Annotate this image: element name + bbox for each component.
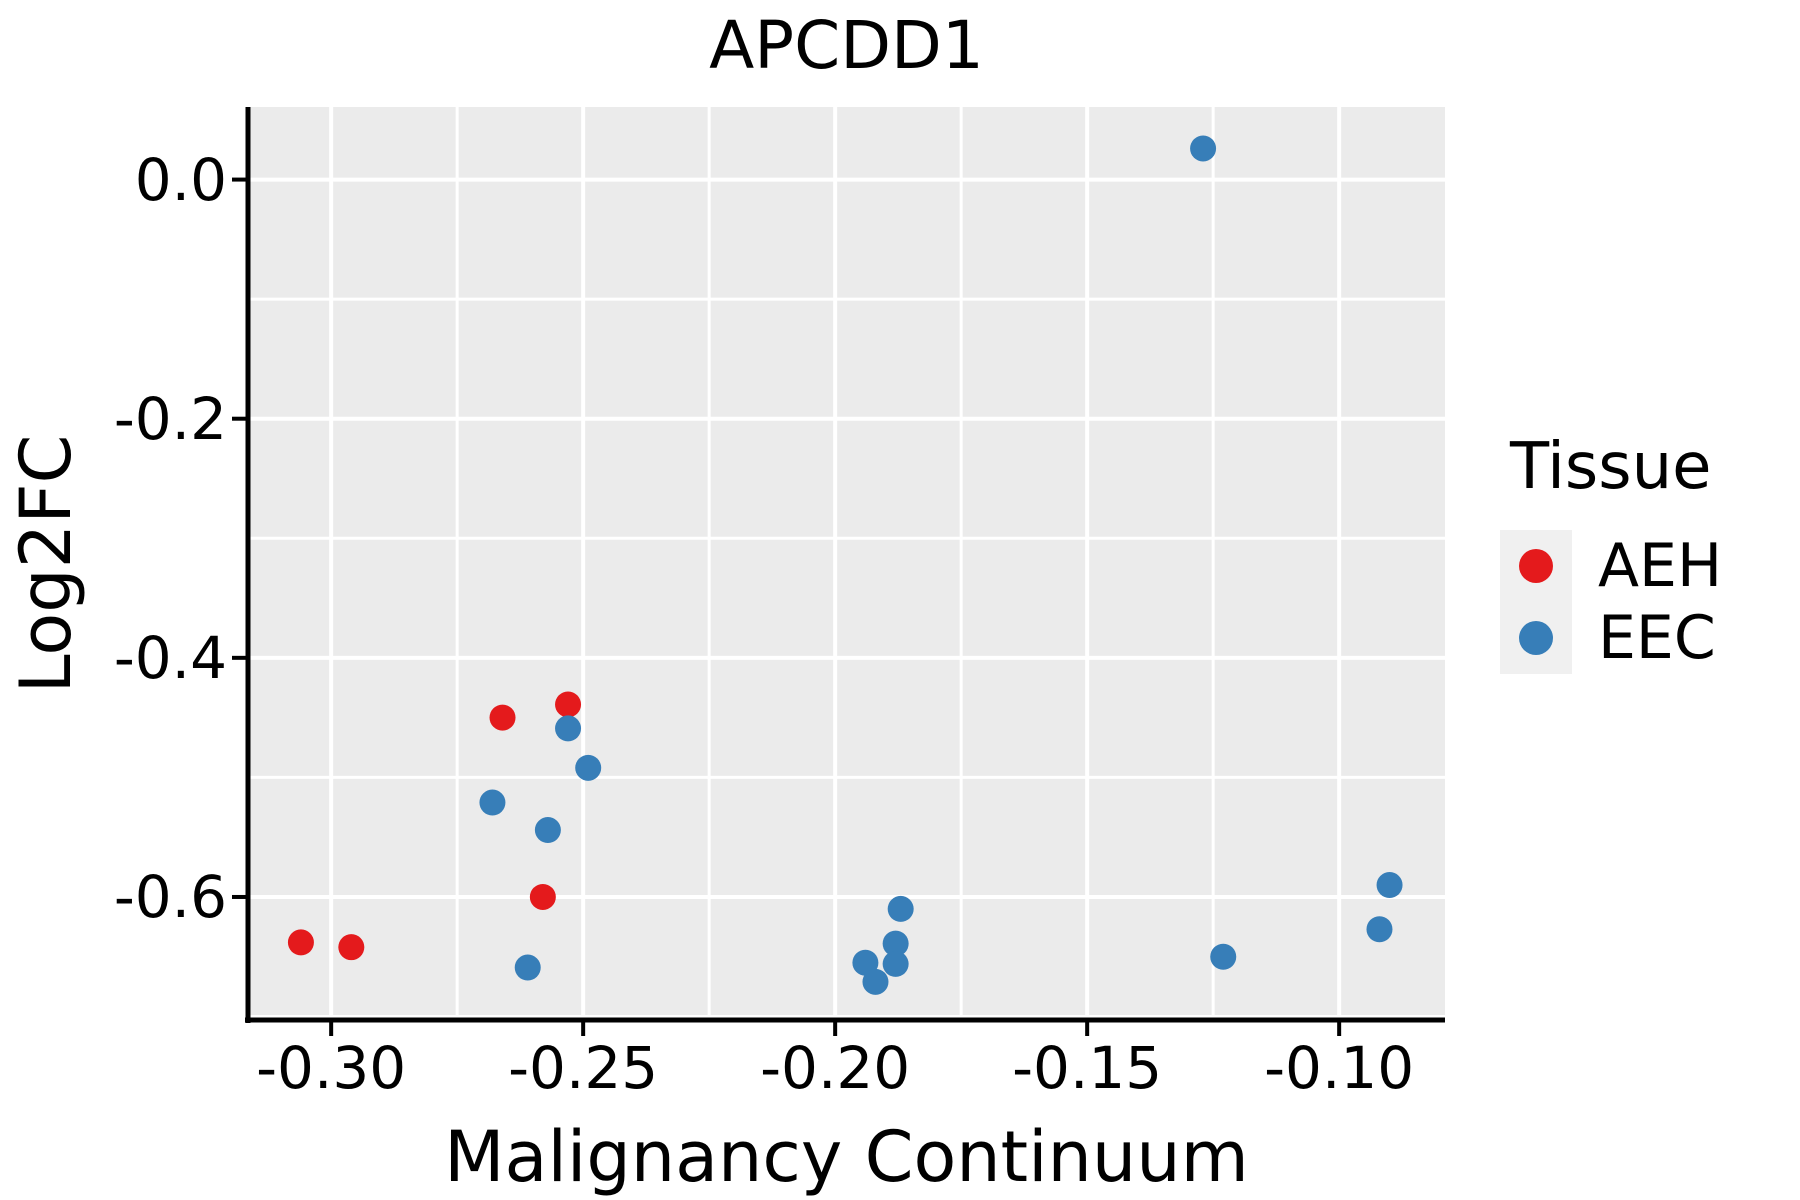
legend-label-eec: EEC <box>1598 603 1716 673</box>
data-point-eec <box>882 950 909 977</box>
data-point-eec <box>575 754 602 781</box>
legend-key-box <box>1500 602 1572 674</box>
data-point-eec <box>479 789 506 816</box>
legend-item-eec: EEC <box>1500 602 1722 674</box>
x-tick-label: -0.15 <box>1012 1034 1163 1102</box>
data-point-eec <box>887 895 914 922</box>
legend-item-aeh: AEH <box>1500 530 1722 602</box>
data-point-aeh <box>555 691 582 718</box>
x-tick-label: -0.10 <box>1264 1034 1415 1102</box>
data-point-eec <box>862 968 889 995</box>
y-tick-label: -0.2 <box>113 384 227 453</box>
x-axis-title: Malignancy Continuum <box>444 1116 1249 1198</box>
data-point-eec <box>555 715 582 742</box>
y-tick-label: -0.6 <box>113 862 227 931</box>
legend-key-box <box>1500 530 1572 602</box>
aeh-dot-icon <box>1519 549 1553 583</box>
data-point-eec <box>882 930 909 957</box>
data-point-eec <box>1376 872 1403 899</box>
legend-title: Tissue <box>1510 430 1712 504</box>
data-point-aeh <box>287 929 314 956</box>
data-point-aeh <box>529 883 556 910</box>
legend-label-aeh: AEH <box>1598 531 1723 601</box>
y-tick-label: 0.0 <box>134 145 227 214</box>
data-point-aeh <box>338 934 365 961</box>
legend: Tissue AEH EEC <box>1500 430 1722 674</box>
data-point-aeh <box>489 704 516 731</box>
data-point-eec <box>1366 916 1393 943</box>
data-point-eec <box>514 954 541 981</box>
eec-dot-icon <box>1519 621 1553 655</box>
x-tick-label: -0.25 <box>508 1034 659 1102</box>
y-tick-label: -0.4 <box>113 623 227 692</box>
x-tick-label: -0.20 <box>760 1034 911 1102</box>
data-point-eec <box>1210 943 1237 970</box>
data-point-eec <box>852 949 879 976</box>
data-point-eec <box>1190 135 1217 162</box>
x-tick-label: -0.30 <box>256 1034 407 1102</box>
panel-background <box>248 107 1445 1020</box>
data-point-eec <box>534 817 561 844</box>
plot-title: APCDD1 <box>709 7 984 84</box>
